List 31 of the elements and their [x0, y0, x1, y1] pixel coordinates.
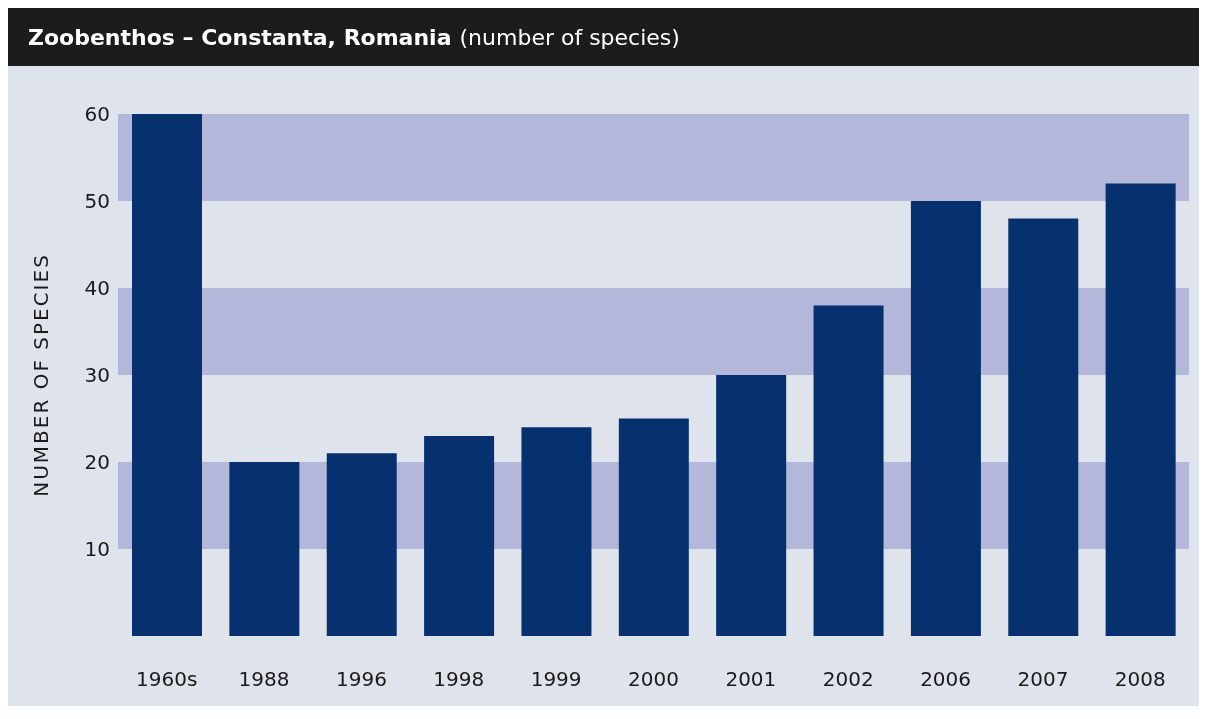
x-tick-label: 1996: [335, 667, 387, 692]
x-tick-label: 2000: [628, 667, 679, 692]
bar: [618, 418, 689, 636]
x-tick-label: 2007: [1017, 667, 1069, 692]
y-axis-title: NUMBER OF SPECIES: [29, 253, 54, 497]
x-tick-label: 1960s: [136, 667, 198, 692]
y-tick-label: 50: [84, 189, 110, 214]
x-tick-label: 2002: [822, 667, 874, 692]
bar: [326, 453, 397, 636]
bar: [1008, 218, 1079, 636]
x-tick-label: 2008: [1114, 667, 1166, 692]
chart-subtitle: (number of species): [459, 24, 680, 50]
x-tick-label: 1998: [433, 667, 485, 692]
y-tick-label: 30: [84, 363, 110, 388]
y-tick-label: 40: [84, 276, 110, 301]
bar: [1105, 183, 1176, 636]
bar: [521, 427, 592, 636]
x-tick-label: 2006: [920, 667, 972, 692]
y-tick-label: 20: [84, 450, 110, 475]
x-tick-label: 1988: [238, 667, 290, 692]
y-tick-label: 10: [84, 537, 110, 562]
bar: [229, 462, 300, 636]
bar: [813, 305, 884, 636]
bar: [132, 114, 202, 636]
chart-title: Zoobenthos – Constanta, Romania: [28, 24, 452, 50]
bar: [910, 201, 981, 636]
y-tick-label: 60: [84, 102, 110, 127]
x-tick-label: 1999: [530, 667, 582, 692]
bar: [424, 435, 495, 636]
x-tick-label: 2001: [725, 667, 777, 692]
bar: [716, 375, 787, 636]
